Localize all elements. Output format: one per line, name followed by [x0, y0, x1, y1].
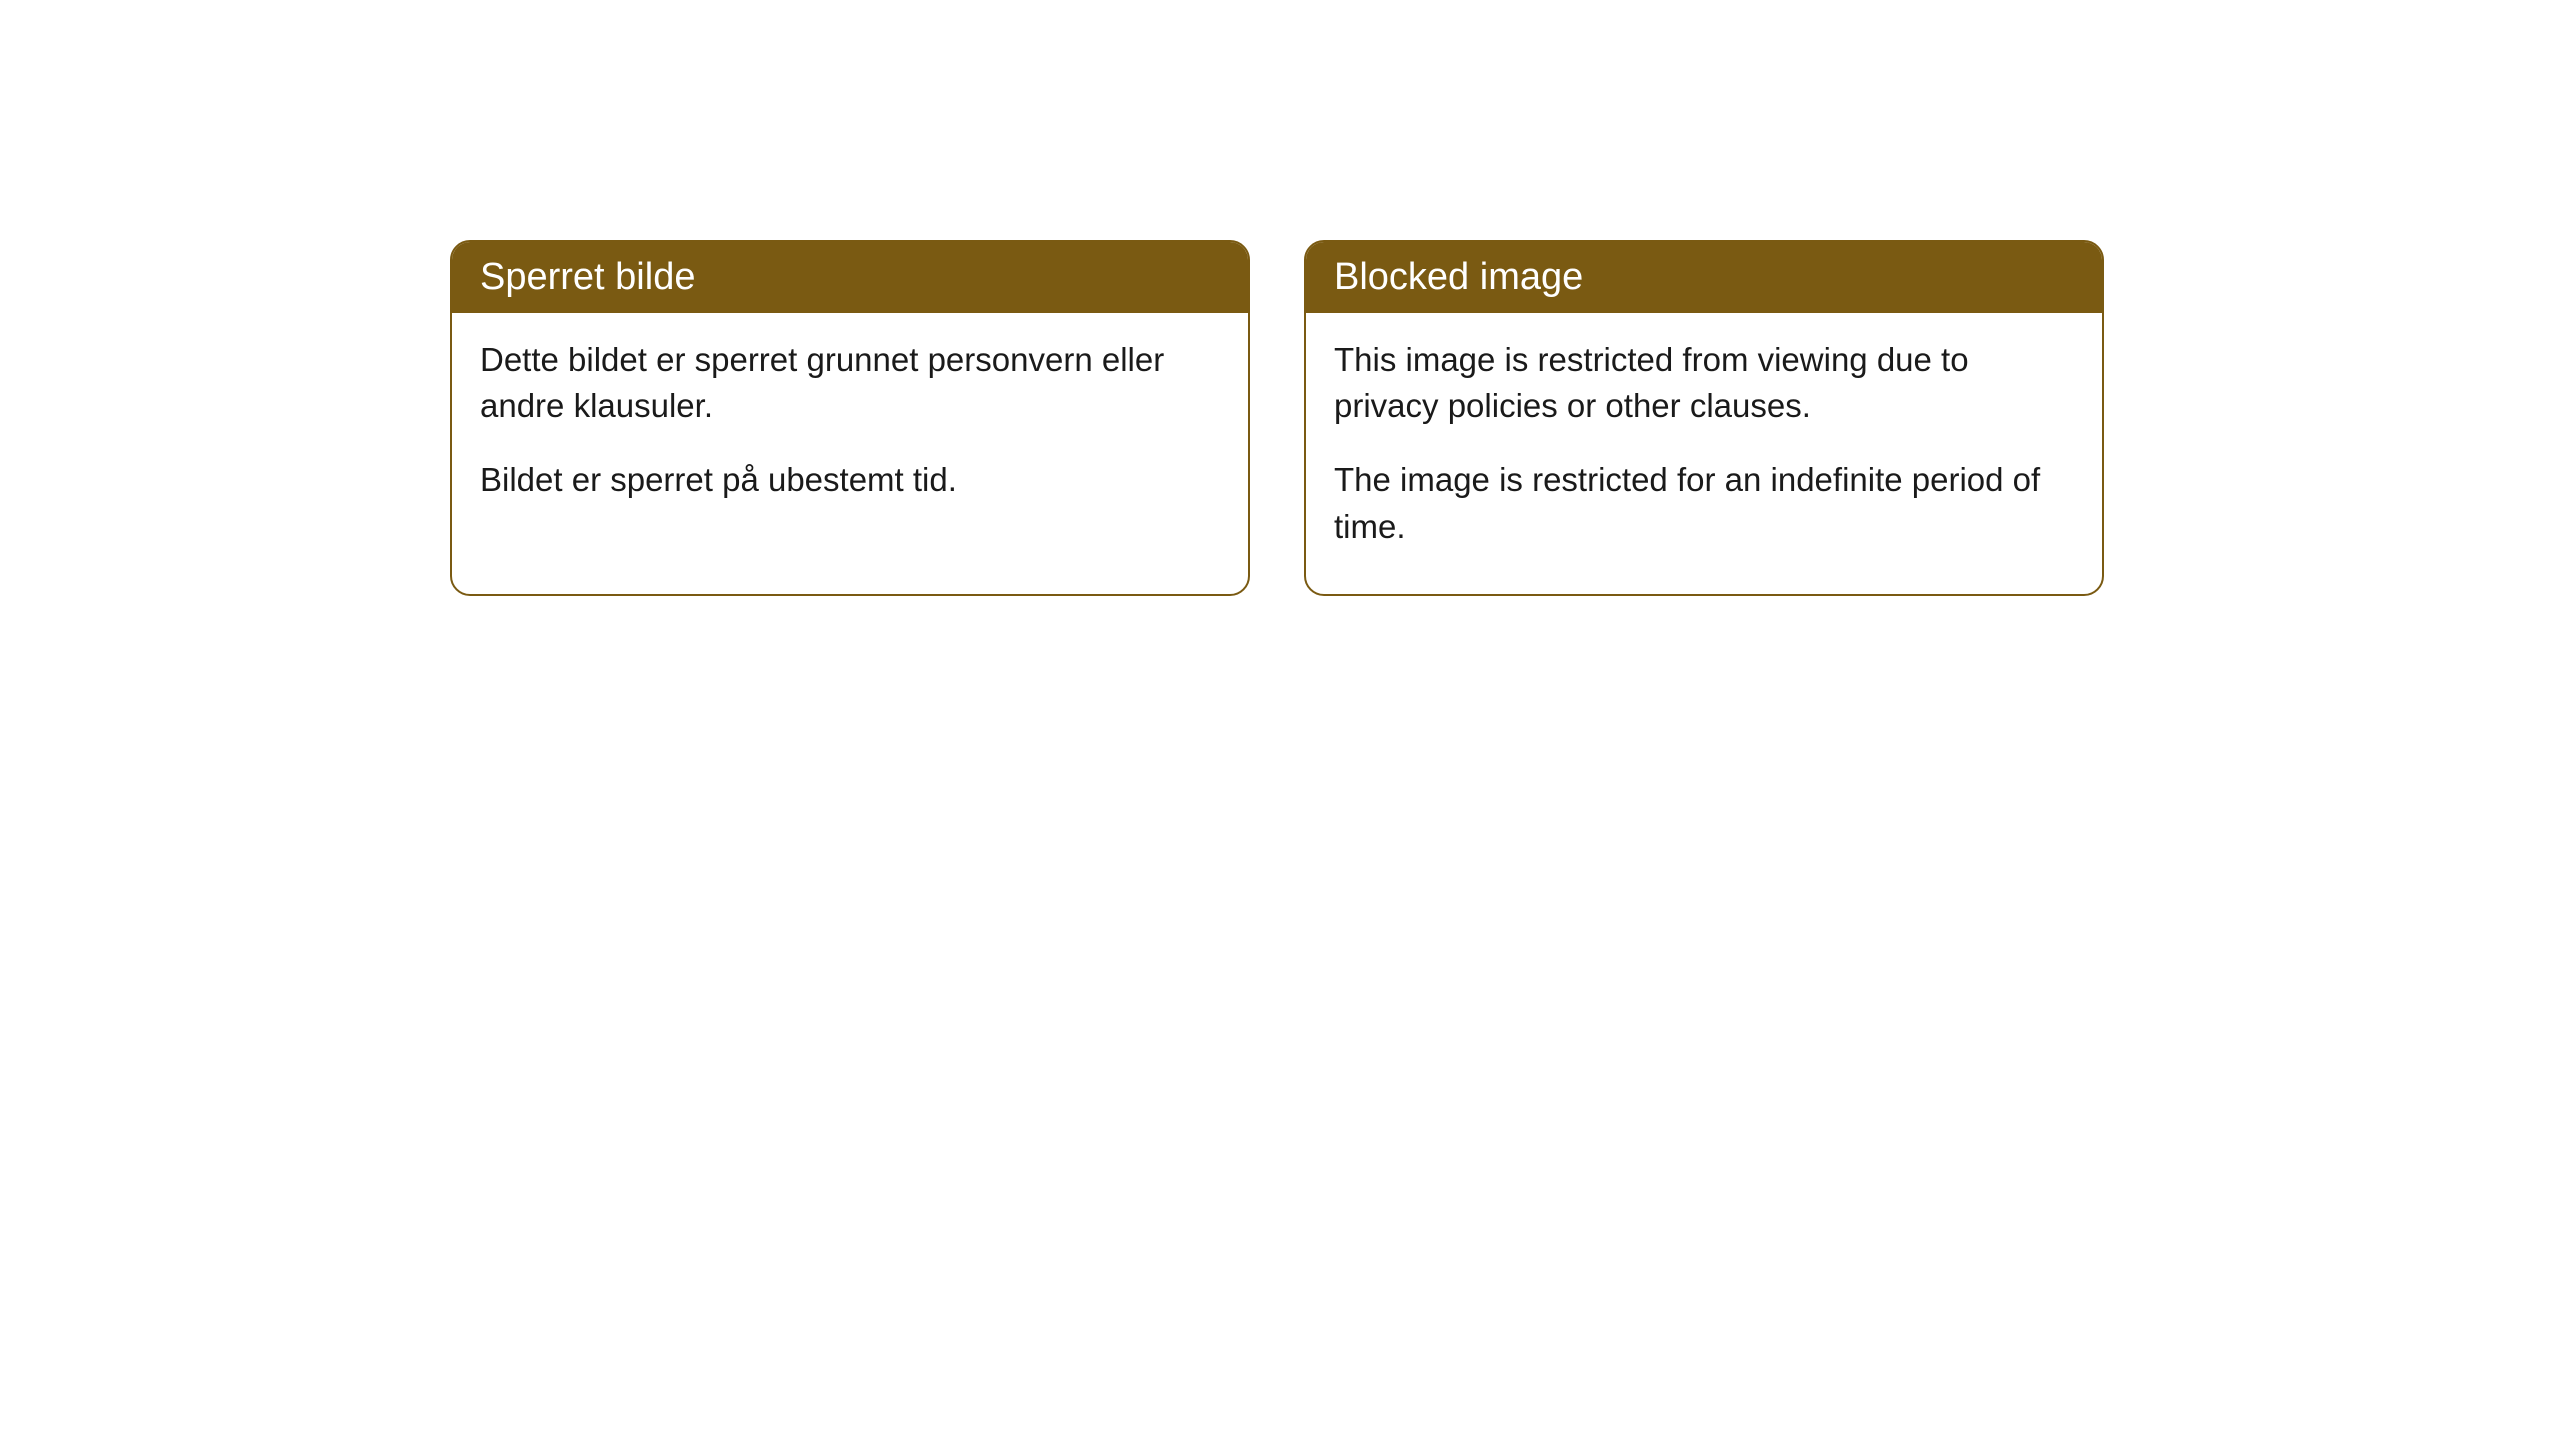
card-paragraph: The image is restricted for an indefinit… [1334, 457, 2074, 549]
notice-card-english: Blocked image This image is restricted f… [1304, 240, 2104, 596]
notice-card-norwegian: Sperret bilde Dette bildet er sperret gr… [450, 240, 1250, 596]
card-title: Blocked image [1306, 242, 2102, 313]
card-body: This image is restricted from viewing du… [1306, 313, 2102, 594]
card-paragraph: This image is restricted from viewing du… [1334, 337, 2074, 429]
card-body: Dette bildet er sperret grunnet personve… [452, 313, 1248, 548]
notice-cards-container: Sperret bilde Dette bildet er sperret gr… [450, 240, 2104, 596]
card-paragraph: Bildet er sperret på ubestemt tid. [480, 457, 1220, 503]
card-title: Sperret bilde [452, 242, 1248, 313]
card-paragraph: Dette bildet er sperret grunnet personve… [480, 337, 1220, 429]
